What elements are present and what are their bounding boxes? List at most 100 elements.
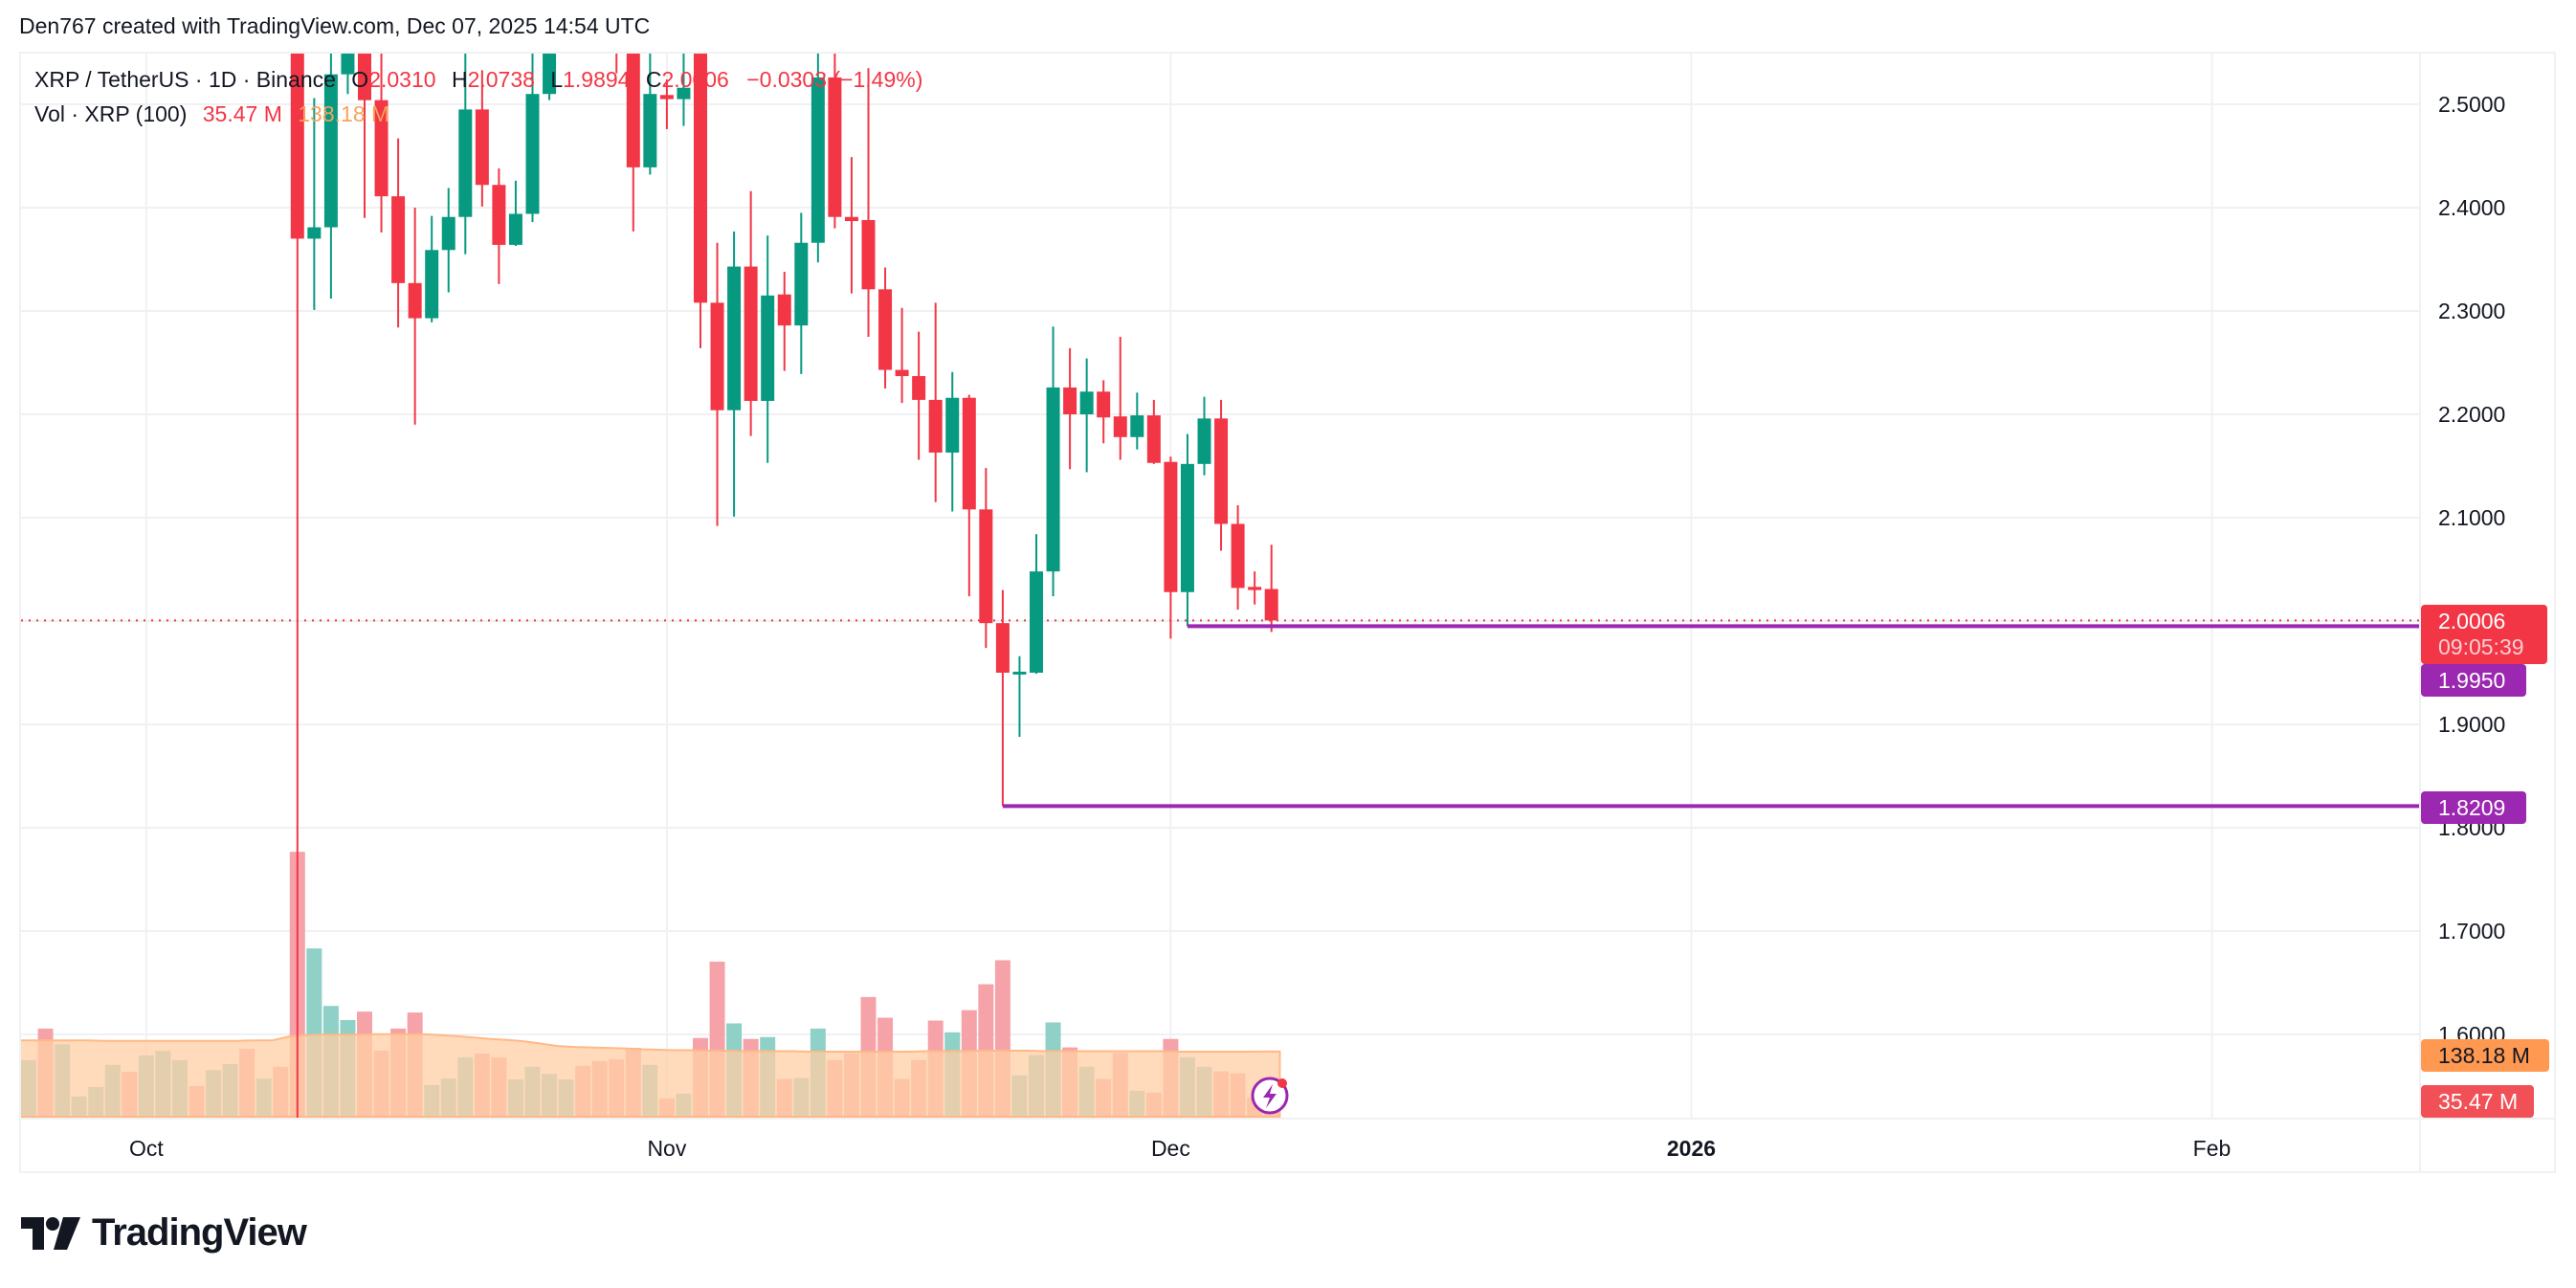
time-axis[interactable]: Oct Nov Dec 2026 Feb [129, 1136, 2231, 1161]
candle[interactable] [962, 394, 976, 597]
candle[interactable] [677, 42, 691, 126]
chart-pane[interactable] [19, 52, 2556, 1173]
candle[interactable] [525, 42, 540, 223]
candle-body [323, 74, 338, 228]
candle[interactable] [1264, 544, 1278, 633]
candle[interactable] [560, 0, 573, 22]
candle[interactable] [727, 231, 742, 517]
candle[interactable] [1180, 433, 1194, 627]
candle[interactable] [1030, 534, 1043, 675]
candle[interactable] [1079, 358, 1094, 473]
time-tick-label: Nov [647, 1136, 686, 1161]
candle[interactable] [408, 208, 422, 425]
price-axis[interactable]: 2.50002.40002.30002.20002.10001.90001.80… [2438, 92, 2505, 1047]
candle[interactable] [358, 0, 371, 218]
candle[interactable] [475, 70, 489, 207]
candle[interactable] [744, 190, 758, 436]
candle-body [811, 77, 825, 243]
candle[interactable] [844, 157, 858, 294]
lightning-icon[interactable] [1251, 1077, 1289, 1115]
candle[interactable] [508, 180, 522, 246]
candle[interactable] [441, 188, 455, 293]
candle[interactable] [610, 0, 623, 74]
candle[interactable] [1097, 380, 1111, 444]
candle[interactable] [374, 42, 389, 233]
candle-body [290, 54, 304, 239]
candle[interactable] [694, 22, 707, 348]
level-label-1995: 1.9950 [2421, 664, 2526, 697]
candle[interactable] [979, 468, 993, 649]
candle-body [979, 509, 993, 624]
candle[interactable] [912, 331, 926, 460]
candle[interactable] [425, 215, 439, 322]
candle-body [643, 94, 657, 167]
candle[interactable] [777, 271, 791, 371]
volume-ma-axis-label: 138.18 M [2421, 1039, 2549, 1072]
candle[interactable] [1197, 396, 1211, 476]
candle[interactable] [1146, 399, 1161, 464]
candle[interactable] [576, 0, 589, 1]
candle[interactable] [794, 212, 809, 374]
candle-body [1248, 587, 1262, 590]
candle[interactable] [543, 0, 557, 100]
volume-legend: Vol · XRP (100) 35.47 M 138.18 M [34, 101, 389, 127]
candle[interactable] [1046, 326, 1060, 597]
candle[interactable] [710, 242, 724, 526]
candle-body [794, 242, 809, 326]
candle-body [593, 0, 607, 1]
candle-body [1046, 387, 1060, 572]
candle[interactable] [895, 307, 909, 404]
candle-body [1113, 416, 1127, 437]
candle[interactable] [1130, 392, 1144, 450]
candle-body [744, 266, 758, 401]
candle[interactable] [828, 42, 842, 229]
candle[interactable] [861, 68, 876, 337]
candle[interactable] [341, 0, 355, 95]
candle-body [677, 87, 691, 100]
candle[interactable] [323, 42, 338, 300]
candle[interactable] [492, 167, 506, 284]
candle[interactable] [1164, 456, 1178, 639]
candle-body [962, 397, 976, 510]
candle-body [341, 54, 355, 75]
candle[interactable] [1214, 399, 1229, 551]
candle[interactable] [761, 235, 775, 463]
candle[interactable] [626, 22, 640, 232]
candle[interactable] [1063, 347, 1077, 470]
time-tick-label: 2026 [1667, 1136, 1716, 1161]
candle[interactable] [928, 302, 943, 502]
candle[interactable] [878, 267, 893, 389]
candle[interactable] [1248, 571, 1262, 605]
candle[interactable] [1231, 505, 1245, 611]
tradingview-logo-icon [21, 1216, 80, 1250]
tradingview-logo[interactable]: TradingView [21, 1211, 307, 1255]
level-label-18209-text: 1.8209 [2438, 795, 2505, 820]
time-tick-label: Feb [2193, 1136, 2232, 1161]
candle[interactable] [307, 98, 322, 310]
candle[interactable] [945, 371, 960, 512]
candle[interactable] [593, 0, 607, 32]
candle[interactable] [811, 42, 825, 263]
candle[interactable] [643, 42, 657, 175]
candle-body [425, 250, 439, 319]
candles [290, 0, 1278, 1288]
candle[interactable] [458, 42, 473, 255]
candle[interactable] [659, 79, 674, 129]
tradingview-logo-text: TradingView [92, 1211, 307, 1254]
price-tick-label: 2.2000 [2438, 402, 2505, 427]
candle[interactable] [1113, 337, 1127, 460]
symbol-title[interactable]: XRP / TetherUS · 1D · Binance [34, 67, 336, 92]
candle[interactable] [290, 0, 304, 1288]
candle[interactable] [1012, 655, 1027, 737]
volume-ma-value: 138.18 M [298, 101, 390, 126]
close-label: C [645, 67, 662, 92]
low-label: L [550, 67, 564, 92]
volume-title[interactable]: Vol · XRP (100) [34, 101, 188, 126]
candle[interactable] [995, 589, 1010, 807]
price-tick-label: 1.9000 [2438, 712, 2505, 737]
candle-body [358, 54, 371, 100]
candle[interactable] [391, 138, 406, 328]
candle-body [1180, 463, 1194, 592]
